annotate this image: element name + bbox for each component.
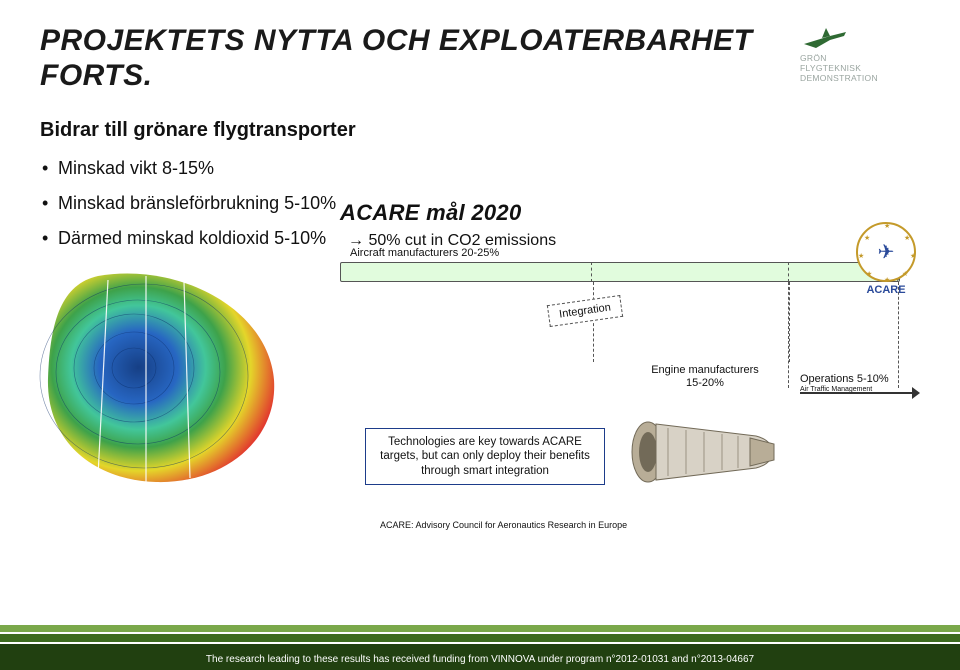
page-title: PROJEKTETS NYTTA OCH EXPLOATERBARHET FOR…	[40, 24, 920, 93]
subheading: Bidrar till grönare flygtransporter	[40, 119, 920, 142]
ops-arrow-line	[800, 392, 912, 394]
engine-label-line: Engine manufacturers	[651, 364, 759, 376]
brand-line: DEMONSTRATION	[800, 74, 920, 84]
acare-logo: ✈ ★ ★ ★ ★ ★ ★ ★ ★ ACARE	[856, 222, 916, 296]
ops-arrow	[800, 390, 920, 396]
aircraft-label: Aircraft manufacturers 20-25%	[350, 247, 499, 259]
acare-heading-block: ACARE mål 2020 → 50% cut in CO2 emission…	[340, 200, 720, 250]
plane-icon	[800, 24, 850, 52]
footer: The research leading to these results ha…	[0, 618, 960, 670]
engine-label: Engine manufacturers 15-20%	[635, 364, 775, 390]
ops-label-main: Operations 5-10%	[800, 373, 889, 385]
cfd-blob-graphic	[38, 268, 288, 488]
list-item: Minskad vikt 8-15%	[40, 158, 920, 179]
brand-logo: GRÖN FLYGTEKNISK DEMONSTRATION	[800, 24, 920, 84]
footer-text: The research leading to these results ha…	[0, 654, 960, 665]
acare-footnote: ACARE: Advisory Council for Aeronautics …	[380, 520, 627, 530]
acare-logo-text: ACARE	[856, 284, 916, 296]
bar-segment-engine	[593, 262, 789, 282]
dash-line	[593, 282, 594, 362]
acare-title: ACARE mål 2020	[340, 200, 720, 226]
bar-track	[340, 262, 900, 282]
footer-stripe	[0, 625, 960, 632]
engine-label-line: 15-20%	[686, 377, 724, 389]
bird-icon: ✈	[878, 240, 895, 265]
integration-box: Integration	[547, 295, 623, 327]
acare-ring-icon: ✈ ★ ★ ★ ★ ★ ★ ★ ★	[856, 222, 916, 282]
title-line: FORTS.	[40, 59, 152, 92]
stacked-bar	[340, 262, 910, 282]
dash-line	[788, 282, 789, 388]
dash-line	[789, 282, 790, 362]
brand-text: GRÖN FLYGTEKNISK DEMONSTRATION	[800, 54, 920, 83]
slide: GRÖN FLYGTEKNISK DEMONSTRATION PROJEKTET…	[0, 0, 960, 670]
title-line: PROJEKTETS NYTTA OCH EXPLOATERBARHET	[40, 24, 752, 57]
dash-line	[898, 282, 899, 388]
bar-segment-aircraft	[340, 262, 592, 282]
technologies-note-box: Technologies are key towards ACARE targe…	[365, 428, 605, 485]
ops-arrow-head-icon	[912, 387, 920, 399]
footer-stripe	[0, 634, 960, 642]
jet-engine-graphic	[628, 414, 778, 490]
